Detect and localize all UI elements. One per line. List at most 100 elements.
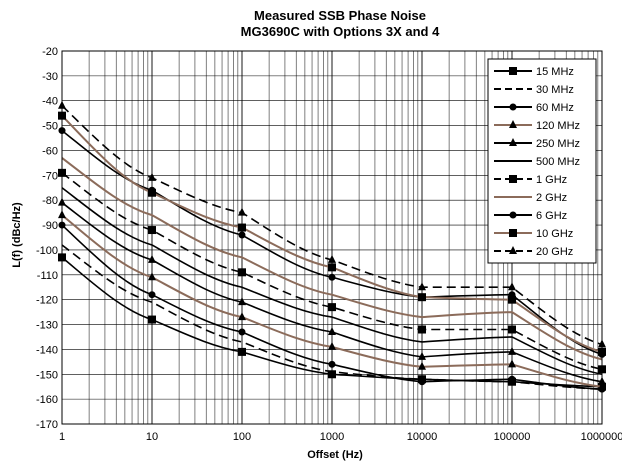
data-point (328, 341, 336, 350)
series-500-mhz (61, 187, 603, 376)
y-tick-label: -130 (36, 320, 58, 332)
data-point (418, 378, 426, 386)
data-point (509, 138, 517, 146)
data-point (148, 315, 156, 324)
data-point (509, 246, 517, 254)
data-point (508, 282, 516, 291)
data-point (328, 254, 336, 263)
legend-label: 6 GHz (536, 210, 567, 222)
legend-item: 30 MHz (494, 84, 574, 96)
series-60-mhz (58, 221, 606, 393)
data-point (509, 175, 517, 183)
data-point (148, 188, 156, 197)
data-point (508, 346, 516, 355)
data-point (148, 254, 156, 263)
x-tick-label: 10 (146, 431, 158, 443)
data-point (148, 226, 156, 235)
chart-title: Measured SSB Phase Noise (254, 8, 426, 23)
x-axis-ticks: 1 10 100 1000 10000 100000 1000000 (59, 431, 622, 443)
data-point (509, 211, 517, 219)
data-point (418, 361, 426, 370)
data-point (148, 172, 156, 181)
y-tick-label: -160 (36, 394, 58, 406)
legend-label: 30 MHz (536, 84, 574, 96)
legend-label: 20 GHz (536, 246, 573, 258)
y-tick-label: -80 (42, 195, 58, 207)
data-point (509, 103, 517, 111)
series-line (61, 187, 603, 376)
y-axis-label: L(f) (dBc/Hz) (11, 202, 23, 268)
legend-item: 2 GHz (494, 192, 567, 204)
data-point (148, 272, 156, 281)
legend-label: 15 MHz (536, 66, 574, 78)
data-point (508, 359, 516, 368)
data-point (328, 273, 336, 281)
legend-label: 2 GHz (536, 192, 567, 204)
data-point (328, 370, 336, 379)
x-tick-label: 1000000 (581, 431, 622, 443)
y-tick-label: -100 (36, 245, 58, 257)
data-point (328, 263, 336, 272)
legend-label: 250 MHz (536, 138, 580, 150)
data-point (238, 297, 246, 306)
data-point (238, 223, 246, 232)
data-point (238, 268, 246, 277)
legend-item: 1 GHz (494, 174, 567, 186)
data-point (508, 295, 516, 304)
data-point (509, 67, 517, 75)
chart-subtitle: MG3690C with Options 3X and 4 (241, 24, 440, 39)
data-point (238, 231, 246, 239)
data-point (238, 328, 246, 336)
x-tick-label: 100000 (494, 431, 531, 443)
legend-item: 500 MHz (494, 156, 580, 168)
legend-label: 10 GHz (536, 228, 573, 240)
data-point (238, 312, 246, 321)
data-point (328, 303, 336, 312)
x-tick-label: 100 (233, 431, 251, 443)
y-tick-label: -90 (42, 220, 58, 232)
y-tick-label: -150 (36, 369, 58, 381)
legend-item: 6 GHz (494, 210, 567, 222)
legend-item: 15 MHz (494, 66, 574, 78)
series-250-mhz (58, 197, 606, 385)
series-line (61, 157, 603, 361)
data-point (328, 326, 336, 335)
x-tick-label: 1 (59, 431, 65, 443)
series-lines (58, 100, 606, 393)
legend-item: 250 MHz (494, 138, 580, 150)
y-axis-ticks: -20 -30 -40 -50 -60 -70 -80 -90 -100 -110 -120 -130… (36, 46, 58, 431)
series-120-mhz (58, 210, 606, 390)
data-point (508, 375, 516, 383)
y-tick-label: -40 (42, 96, 58, 108)
data-point (508, 325, 516, 334)
legend-label: 120 MHz (536, 120, 580, 132)
y-tick-label: -140 (36, 344, 58, 356)
y-tick-label: -60 (42, 145, 58, 157)
y-tick-label: -70 (42, 170, 58, 182)
y-tick-label: -110 (37, 270, 58, 282)
legend-label: 60 MHz (536, 102, 574, 114)
y-tick-label: -30 (42, 71, 58, 83)
y-tick-label: -20 (42, 46, 58, 58)
legend-item: 20 GHz (494, 246, 573, 258)
data-point (418, 325, 426, 334)
legend-item: 60 MHz (494, 102, 574, 114)
y-tick-label: -50 (42, 121, 58, 133)
x-axis-label: Offset (Hz) (307, 449, 363, 461)
data-point (418, 293, 426, 302)
legend-label: 500 MHz (536, 156, 580, 168)
y-tick-label: -170 (36, 419, 58, 431)
legend: 15 MHz 30 MHz 60 MHz 120 MHz 250 MHz 500 MHz 1… (487, 58, 597, 264)
x-tick-label: 1000 (320, 431, 344, 443)
x-tick-label: 10000 (407, 431, 438, 443)
legend-label: 1 GHz (536, 174, 567, 186)
data-point (418, 351, 426, 360)
legend-item: 120 MHz (494, 120, 580, 132)
legend-item: 10 GHz (494, 228, 573, 240)
data-point (238, 207, 246, 216)
series-2-ghz (61, 157, 603, 361)
data-point (238, 347, 246, 356)
data-point (509, 120, 517, 128)
data-point (148, 291, 156, 299)
